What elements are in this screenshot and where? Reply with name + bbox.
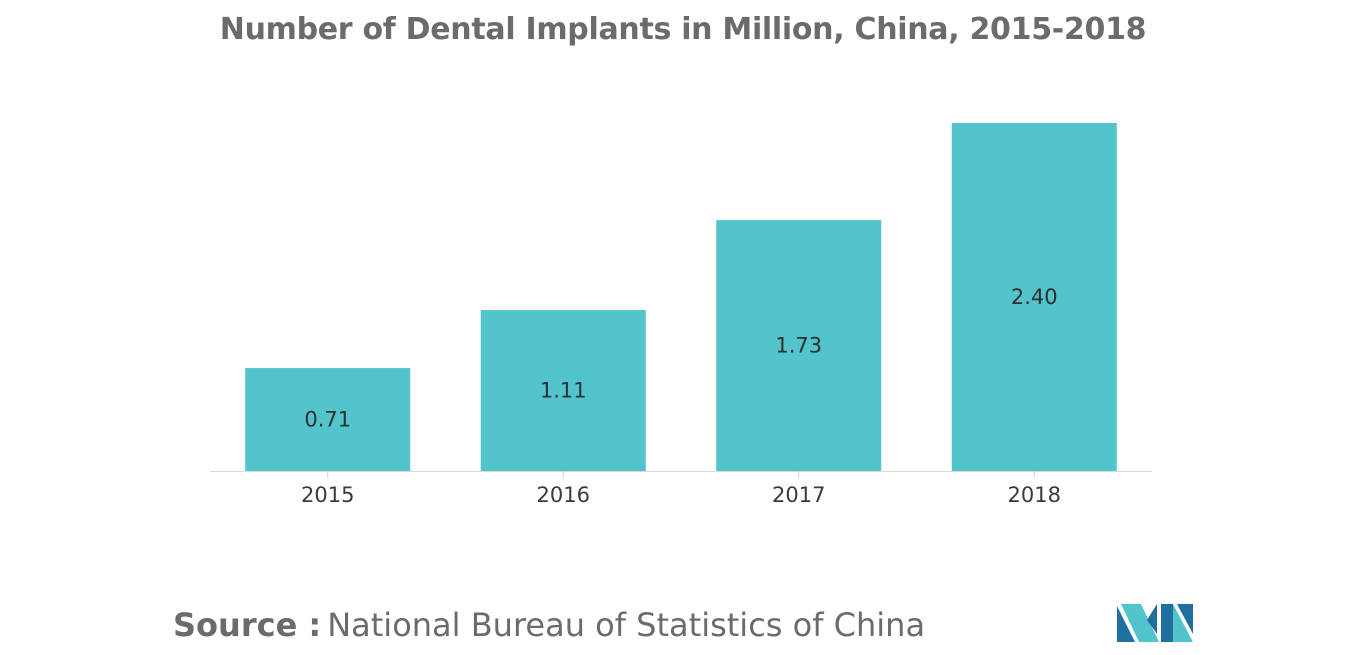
value-labels-layer: 0.71 1.11 1.73 2.40	[304, 285, 1057, 432]
bar-2017	[716, 220, 882, 471]
bar-value-label-2017: 1.73	[775, 334, 822, 358]
bar-2016	[480, 310, 646, 471]
mordor-intelligence-logo-icon	[1117, 604, 1193, 642]
source-text: National Bureau of Statistics of China	[327, 606, 926, 644]
x-axis: 2015 2016 2017 2018	[210, 471, 1152, 507]
bar-2018	[951, 123, 1117, 471]
bar-value-label-2015: 0.71	[304, 408, 351, 432]
x-tick-label-2016: 2016	[537, 483, 590, 507]
bar-value-label-2018: 2.40	[1011, 285, 1058, 309]
bar-value-label-2016: 1.11	[540, 379, 587, 403]
x-tick-label-2015: 2015	[301, 483, 354, 507]
bars-layer	[245, 123, 1117, 471]
chart-title: Number of Dental Implants in Million, Ch…	[219, 12, 1147, 47]
x-tick-label-2018: 2018	[1008, 483, 1061, 507]
source-label: Source :	[173, 606, 322, 644]
source-note: Source : National Bureau of Statistics of…	[173, 606, 925, 644]
bar-2015	[245, 368, 411, 471]
x-tick-label-2017: 2017	[772, 483, 825, 507]
